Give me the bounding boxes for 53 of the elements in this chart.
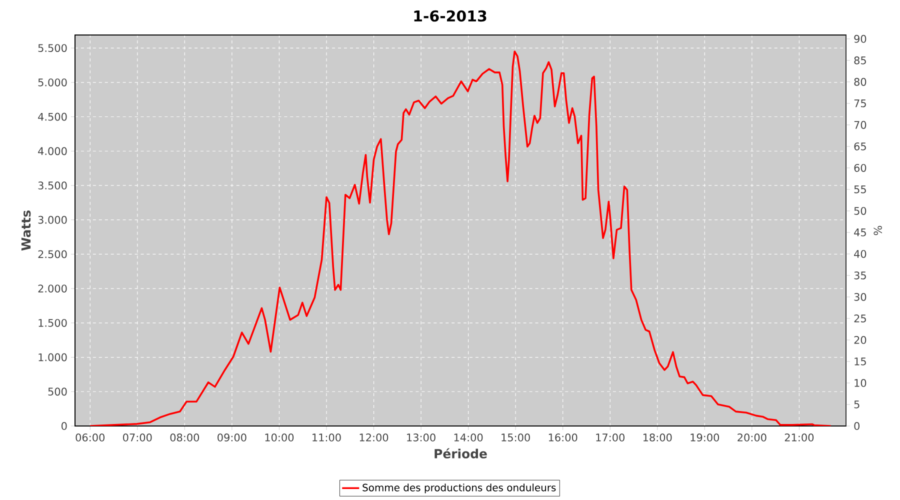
y2-tick-label: 80 bbox=[854, 78, 866, 86]
y2-tick-label: 35 bbox=[854, 271, 866, 280]
y2-tick-label: 75 bbox=[854, 100, 866, 108]
y2-tick-label: 5 bbox=[854, 400, 860, 408]
y2-tick-label: 25 bbox=[854, 314, 866, 322]
x-tick-label: 16:00 bbox=[548, 434, 578, 442]
y2-tick-label: 65 bbox=[854, 142, 866, 150]
y2-tick-label: 30 bbox=[854, 292, 866, 301]
y2-tick-label: 20 bbox=[854, 336, 866, 344]
x-tick-label: 15:00 bbox=[502, 434, 530, 442]
y-tick-label: 2.500 bbox=[38, 250, 67, 258]
y2-tick-label: 55 bbox=[854, 186, 866, 194]
x-tick-label: 13:00 bbox=[407, 434, 436, 442]
x-tick-label: 14:00 bbox=[454, 434, 483, 442]
y-tick-label: 3.500 bbox=[38, 182, 67, 190]
y2-tick-label: 10 bbox=[854, 379, 866, 387]
y-tick-label: 5.500 bbox=[38, 44, 67, 52]
y-tick-label: 4.000 bbox=[38, 147, 67, 156]
x-tick-label: 17:00 bbox=[596, 434, 624, 442]
x-tick-label: 19:00 bbox=[690, 434, 720, 442]
y-tick-label: 500 bbox=[48, 388, 67, 396]
x-axis-title: Période bbox=[434, 448, 487, 458]
y-tick-label: 2.000 bbox=[38, 284, 67, 292]
x-tick-label: 21:00 bbox=[784, 434, 814, 442]
x-tick-label: 11:00 bbox=[312, 434, 341, 442]
x-tick-label: 18:00 bbox=[643, 434, 672, 442]
x-tick-label: 07:00 bbox=[123, 434, 152, 442]
line-series bbox=[89, 50, 832, 426]
y2-tick-label: 90 bbox=[854, 34, 866, 43]
y2-tick-label: 15 bbox=[854, 358, 866, 366]
x-tick-label: 12:00 bbox=[360, 434, 388, 442]
y2-tick-label: 0 bbox=[854, 422, 860, 430]
y-tick-label: 1.500 bbox=[38, 318, 67, 327]
y-tick-label: 5.000 bbox=[38, 78, 67, 86]
y2-tick-label: 50 bbox=[854, 206, 866, 215]
y2-tick-label: 40 bbox=[854, 250, 866, 258]
x-tick-label: 09:00 bbox=[218, 434, 246, 442]
y2-tick-label: 45 bbox=[854, 228, 866, 236]
x-tick-label: 10:00 bbox=[265, 434, 294, 442]
y-tick-label: 3.000 bbox=[38, 216, 67, 224]
x-tick-label: 08:00 bbox=[170, 434, 200, 442]
y2-axis-title: % bbox=[874, 226, 882, 236]
y-tick-label: 1.000 bbox=[38, 353, 67, 362]
y-tick-label: 0 bbox=[62, 422, 67, 430]
y-tick-label: 4.500 bbox=[38, 112, 67, 121]
x-tick-label: 06:00 bbox=[76, 434, 104, 442]
y2-tick-label: 60 bbox=[854, 164, 866, 172]
y-axis-title: Watts bbox=[21, 210, 31, 251]
chart-title: 1-6-2013 bbox=[414, 10, 486, 22]
legend-label: Somme des productions des onduleurs bbox=[362, 484, 556, 494]
x-tick-label: 20:00 bbox=[738, 434, 766, 442]
y2-tick-label: 85 bbox=[854, 56, 866, 64]
y2-tick-label: 70 bbox=[854, 120, 866, 129]
